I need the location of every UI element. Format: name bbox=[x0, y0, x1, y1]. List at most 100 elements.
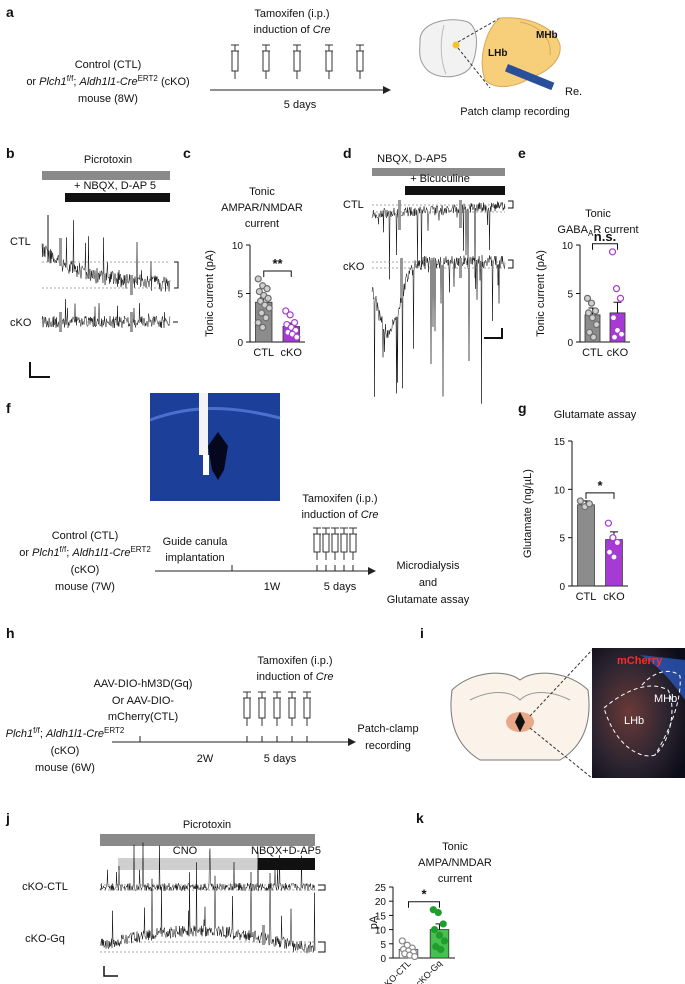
trace-label: cKO bbox=[343, 261, 365, 273]
y-axis-label: Glutamate (ng/µL) bbox=[522, 469, 534, 558]
data-point bbox=[437, 945, 445, 954]
panel-label: b bbox=[6, 145, 15, 161]
panel-label: i bbox=[420, 625, 424, 641]
data-point bbox=[609, 314, 618, 322]
mouse-text: (cKO) bbox=[71, 564, 100, 576]
text-piece: Cre bbox=[313, 24, 331, 36]
data-point bbox=[264, 294, 272, 302]
data-point bbox=[616, 294, 625, 302]
trace-artifact bbox=[59, 312, 62, 332]
text-piece: ; bbox=[40, 728, 46, 740]
y-tick-label: 5 bbox=[559, 534, 565, 545]
recording-label: Patch clamp recording bbox=[460, 106, 569, 118]
drug-label: + NBQX, D-AP 5 bbox=[74, 180, 156, 192]
panel-label: f bbox=[6, 400, 11, 416]
syringe bbox=[349, 533, 357, 553]
scale-bar bbox=[103, 966, 118, 977]
tamoxifen-text: induction of Cre bbox=[256, 671, 333, 683]
syringe bbox=[340, 527, 348, 535]
offset-bracket bbox=[174, 261, 179, 289]
syringe bbox=[293, 50, 301, 72]
panel-label: j bbox=[5, 810, 10, 826]
syringe bbox=[349, 527, 357, 535]
data-point bbox=[398, 937, 406, 945]
data-point bbox=[585, 328, 594, 336]
data-point bbox=[286, 311, 294, 319]
data-point bbox=[435, 931, 444, 939]
trace-label: cKO bbox=[10, 317, 32, 329]
bar bbox=[605, 539, 623, 587]
syringe bbox=[331, 527, 339, 535]
region-label: LHb bbox=[488, 48, 507, 59]
y-tick-label: 0 bbox=[237, 338, 243, 349]
trace bbox=[371, 255, 506, 404]
mouse-text: mouse (8W) bbox=[78, 93, 138, 105]
text-piece: Aldh1l1-Cre bbox=[78, 76, 137, 88]
data-point bbox=[587, 299, 596, 307]
text-piece: R current bbox=[593, 224, 638, 236]
syringe bbox=[293, 44, 301, 52]
dapi-signal bbox=[640, 655, 685, 700]
text-piece: GABA bbox=[557, 224, 588, 236]
text-piece: ERT2 bbox=[138, 74, 159, 83]
mouse-text: or Plch1f/f; Aldh1l1-CreERT2 bbox=[19, 545, 151, 559]
interval-text: 5 days bbox=[264, 753, 297, 765]
data-point bbox=[613, 538, 621, 547]
electrode-label: Re. bbox=[565, 86, 582, 98]
syringe bbox=[313, 527, 321, 535]
drug-label: NBQX, D-AP5 bbox=[377, 153, 447, 165]
trace-artifact bbox=[400, 258, 403, 298]
text-piece: or bbox=[26, 76, 39, 88]
trace-artifact bbox=[459, 200, 462, 228]
y-tick-label: 10 bbox=[232, 241, 244, 252]
data-point bbox=[591, 307, 600, 315]
significance-label: ** bbox=[272, 256, 283, 271]
data-point bbox=[608, 248, 617, 256]
significance-bracket bbox=[408, 901, 440, 908]
data-point bbox=[589, 333, 598, 341]
data-point bbox=[576, 497, 585, 505]
drug-bar bbox=[405, 186, 505, 195]
text-piece: f/f bbox=[60, 545, 67, 554]
data-point bbox=[610, 333, 619, 341]
y-tick-label: 15 bbox=[554, 437, 566, 448]
end-text: Patch-clamp bbox=[357, 723, 418, 735]
y-tick-label: 5 bbox=[380, 940, 386, 951]
text-piece: or bbox=[19, 547, 32, 559]
region-outline bbox=[641, 670, 681, 756]
trace-artifact bbox=[262, 925, 265, 945]
drug-label: Picrotoxin bbox=[84, 154, 132, 166]
aav-text: AAV-DIO-hM3D(Gq) bbox=[94, 678, 193, 690]
syringe bbox=[243, 697, 251, 719]
data-point bbox=[583, 294, 592, 302]
trace-artifact bbox=[130, 275, 133, 295]
trace bbox=[41, 299, 171, 329]
syringe bbox=[231, 44, 239, 52]
trace bbox=[371, 201, 506, 280]
scale-bar bbox=[484, 328, 503, 339]
text-piece: Cre bbox=[361, 509, 379, 521]
scale-bar bbox=[29, 362, 50, 378]
atlas-line bbox=[469, 692, 571, 701]
tissue-feature bbox=[149, 407, 281, 422]
syringe bbox=[258, 691, 266, 699]
syringe bbox=[313, 533, 321, 553]
y-tick-label: 15 bbox=[375, 911, 387, 922]
trace-artifact bbox=[398, 200, 401, 230]
syringe bbox=[303, 697, 311, 719]
mouse-text: Control (CTL) bbox=[75, 59, 142, 71]
region-label: MHb bbox=[654, 693, 677, 705]
text-piece: f/f bbox=[67, 74, 74, 83]
error-bar bbox=[613, 301, 622, 313]
text-piece: ERT2 bbox=[104, 726, 125, 735]
syringe bbox=[325, 50, 333, 72]
brain-line bbox=[440, 24, 447, 75]
data-point bbox=[265, 304, 273, 312]
tamoxifen-text: Tamoxifen (i.p.) bbox=[257, 655, 332, 667]
aav-text: mCherry(CTL) bbox=[108, 711, 178, 723]
step-text: implantation bbox=[165, 552, 224, 564]
text-piece: induction of bbox=[256, 671, 315, 683]
ventricle bbox=[515, 712, 525, 732]
x-tick-label: CTL bbox=[576, 591, 597, 603]
y-tick-label: 0 bbox=[567, 338, 573, 349]
